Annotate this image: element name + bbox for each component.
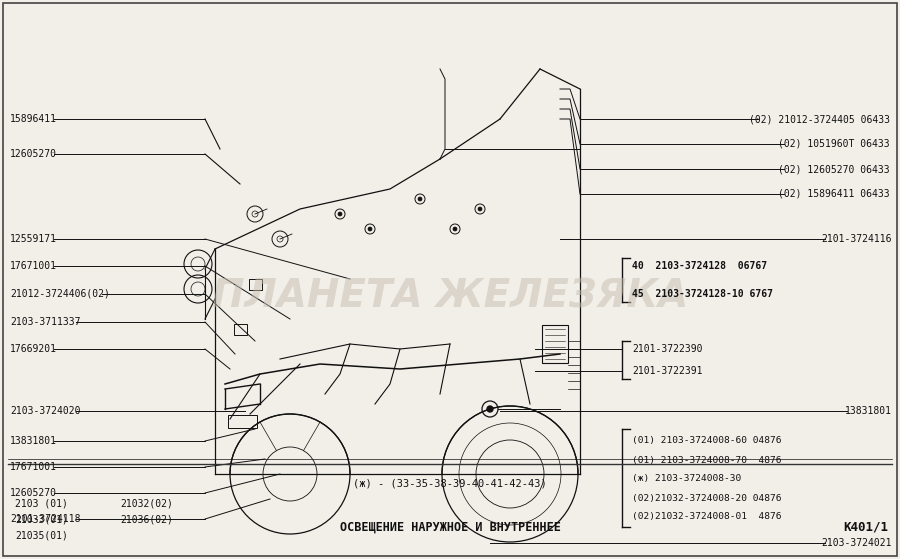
Circle shape (338, 212, 342, 216)
Text: 15896411: 15896411 (10, 114, 57, 124)
Text: (02) 21012‑3724405 06433: (02) 21012‑3724405 06433 (749, 114, 890, 124)
Text: 17671001: 17671001 (10, 261, 57, 271)
Text: 2101-3722391: 2101-3722391 (632, 366, 703, 376)
Text: К401/1: К401/1 (843, 520, 888, 533)
Circle shape (487, 406, 493, 412)
Text: 2101-3724118: 2101-3724118 (10, 514, 80, 524)
Text: (02) 15896411 06433: (02) 15896411 06433 (778, 189, 890, 199)
Text: (02)21032-3724008-20 04876: (02)21032-3724008-20 04876 (632, 494, 781, 503)
Text: 17671001: 17671001 (10, 462, 57, 472)
Text: 12605270: 12605270 (10, 488, 57, 498)
Text: (02)21032-3724008-01  4876: (02)21032-3724008-01 4876 (632, 513, 781, 522)
Text: (ж) - (33-35-38-39-40-41-42-43): (ж) - (33-35-38-39-40-41-42-43) (353, 479, 547, 489)
Text: 21012-3724406(02): 21012-3724406(02) (10, 289, 110, 299)
Text: (01) 2103-3724008-60 04876: (01) 2103-3724008-60 04876 (632, 437, 781, 446)
Text: 2103 (01): 2103 (01) (15, 499, 68, 509)
Text: 2101-3724116: 2101-3724116 (822, 234, 892, 244)
Text: 45  2103-3724128-10 6767: 45 2103-3724128-10 6767 (632, 289, 773, 299)
Text: (02) 12605270 06433: (02) 12605270 06433 (778, 164, 890, 174)
Text: 17669201: 17669201 (10, 344, 57, 354)
Text: (ж) 2103-3724008-30: (ж) 2103-3724008-30 (632, 475, 742, 484)
Text: 2103-3711337: 2103-3711337 (10, 317, 80, 327)
Text: (01) 2103-3724008-70  4876: (01) 2103-3724008-70 4876 (632, 456, 781, 465)
Circle shape (368, 227, 372, 231)
Text: 2103-3724021: 2103-3724021 (822, 538, 892, 548)
Circle shape (478, 207, 482, 211)
Text: ПЛАНЕТА ЖЕЛЕЗЯКА: ПЛАНЕТА ЖЕЛЕЗЯКА (212, 277, 688, 315)
Circle shape (418, 197, 422, 201)
Text: 2103-3724020: 2103-3724020 (10, 406, 80, 416)
Text: 21032(02): 21032(02) (120, 499, 173, 509)
Text: 40  2103-3724128  06767: 40 2103-3724128 06767 (632, 261, 767, 271)
Text: 21033(01): 21033(01) (15, 515, 68, 525)
Text: 13831801: 13831801 (845, 406, 892, 416)
Text: 12605270: 12605270 (10, 149, 57, 159)
Text: 12559171: 12559171 (10, 234, 57, 244)
Text: ОСВЕЩЕНИЕ НАРУЖНОЕ И ВНУТРЕННЕЕ: ОСВЕЩЕНИЕ НАРУЖНОЕ И ВНУТРЕННЕЕ (339, 520, 561, 533)
Text: (02) 1051960T 06433: (02) 1051960T 06433 (778, 139, 890, 149)
Circle shape (453, 227, 457, 231)
Text: 21035(01): 21035(01) (15, 531, 68, 541)
Text: 2101-3722390: 2101-3722390 (632, 344, 703, 354)
Text: 21036(02): 21036(02) (120, 515, 173, 525)
Text: 13831801: 13831801 (10, 436, 57, 446)
